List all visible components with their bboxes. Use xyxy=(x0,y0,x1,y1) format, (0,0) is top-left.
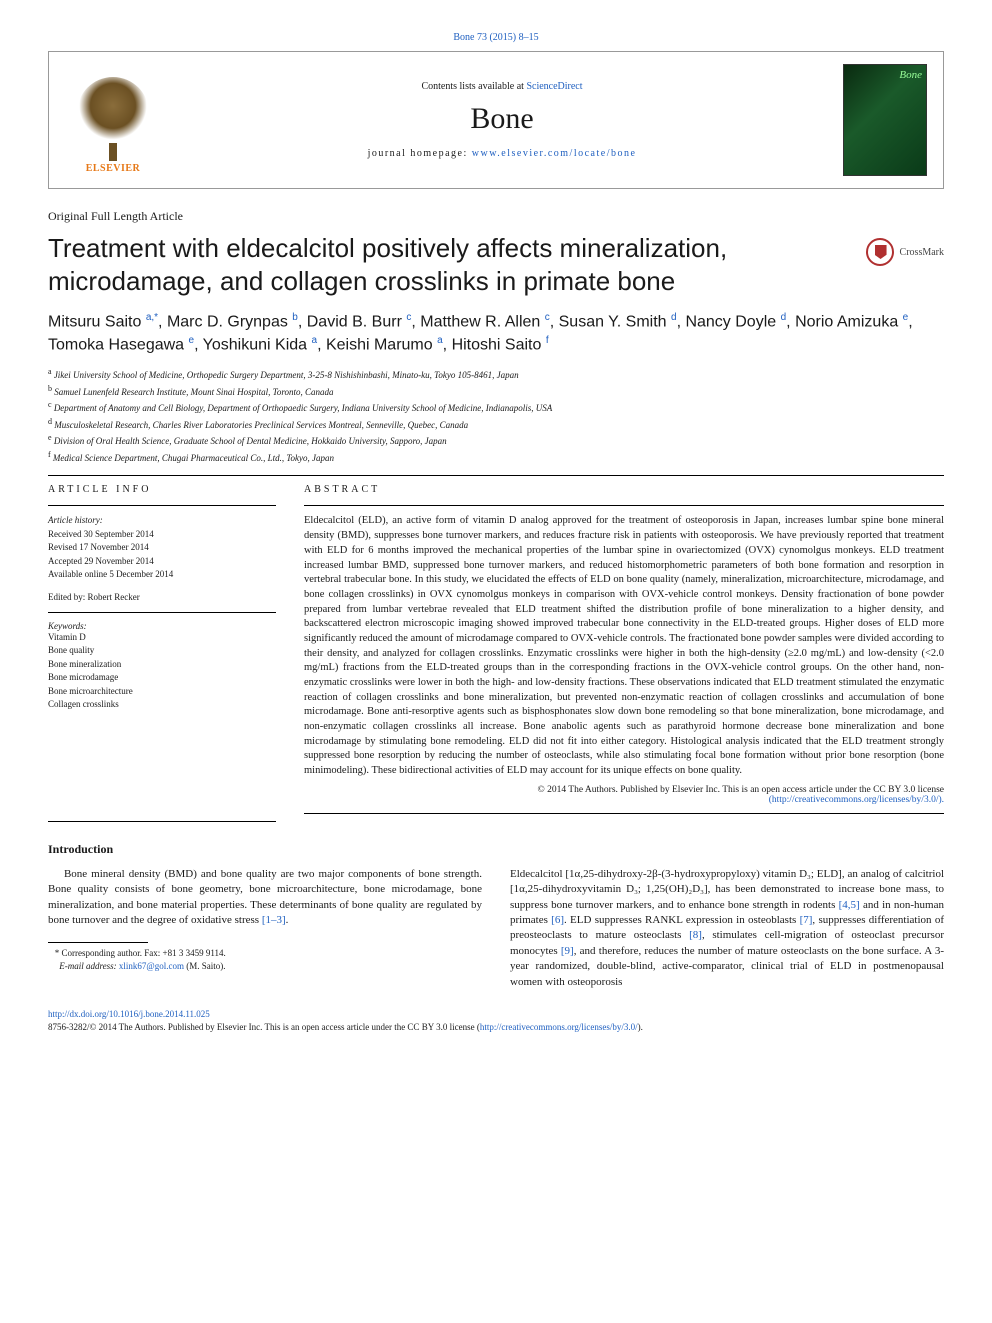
footer-license-link[interactable]: http://creativecommons.org/licenses/by/3… xyxy=(480,1022,638,1032)
keyword-item: Bone quality xyxy=(48,644,276,658)
ref-6[interactable]: [6] xyxy=(551,914,564,926)
introduction-heading: Introduction xyxy=(48,842,944,857)
journal-citation: Bone 73 (2015) 8–15 xyxy=(48,32,944,43)
homepage-line: journal homepage: www.elsevier.com/locat… xyxy=(179,148,825,159)
edited-by: Edited by: Robert Recker xyxy=(48,592,276,602)
keyword-item: Bone microdamage xyxy=(48,671,276,685)
doi-link[interactable]: http://dx.doi.org/10.1016/j.bone.2014.11… xyxy=(48,1009,210,1019)
crossmark-icon xyxy=(866,238,894,266)
abs-bottom-rule xyxy=(304,813,944,814)
intro-para-2: Eldecalcitol [1α,25-dihydroxy-2β-(3-hydr… xyxy=(510,867,944,990)
header-center: Contents lists available at ScienceDirec… xyxy=(179,81,825,159)
article-type: Original Full Length Article xyxy=(48,209,944,224)
abstract-heading: ABSTRACT xyxy=(304,484,944,495)
issn-suffix: ). xyxy=(638,1022,643,1032)
kw-rule xyxy=(48,612,276,613)
footnote-separator xyxy=(48,942,148,943)
keyword-item: Bone mineralization xyxy=(48,658,276,672)
info-rule xyxy=(48,505,276,506)
journal-cover-thumbnail: Bone xyxy=(843,64,927,176)
corresponding-footnote: * Corresponding author. Fax: +81 3 3459 … xyxy=(48,947,482,972)
crossmark-label: CrossMark xyxy=(900,247,944,258)
affiliation-line: b Samuel Lunenfeld Research Institute, M… xyxy=(48,383,944,400)
journal-name-large: Bone xyxy=(179,102,825,136)
affiliation-line: e Division of Oral Health Science, Gradu… xyxy=(48,432,944,449)
intro-col1-suffix: . xyxy=(286,914,289,926)
history-label: Article history: xyxy=(48,514,276,528)
article-title: Treatment with eldecalcitol positively a… xyxy=(48,232,848,297)
body-col-left: Bone mineral density (BMD) and bone qual… xyxy=(48,867,482,990)
ref-4-5[interactable]: [4,5] xyxy=(839,899,860,911)
intro-col2-m2: . ELD suppresses RANKL expression in ost… xyxy=(564,914,800,926)
history-line: Available online 5 December 2014 xyxy=(48,568,276,582)
keywords-label: Keywords: xyxy=(48,621,276,631)
ref-8[interactable]: [8] xyxy=(689,929,702,941)
abs-rule xyxy=(304,505,944,506)
affiliations-list: a Jikei University School of Medicine, O… xyxy=(48,366,944,465)
abstract-text: Eldecalcitol (ELD), an active form of vi… xyxy=(304,514,944,778)
abstract-column: ABSTRACT Eldecalcitol (ELD), an active f… xyxy=(304,484,944,821)
crossmark-widget[interactable]: CrossMark xyxy=(866,232,944,266)
ref-7[interactable]: [7] xyxy=(800,914,813,926)
license-link[interactable]: (http://creativecommons.org/licenses/by/… xyxy=(769,795,944,805)
intro-para-1: Bone mineral density (BMD) and bone qual… xyxy=(48,867,482,929)
article-info-heading: ARTICLE INFO xyxy=(48,484,276,495)
journal-header-box: ELSEVIER Contents lists available at Sci… xyxy=(48,51,944,189)
history-line: Revised 17 November 2014 xyxy=(48,541,276,555)
footnote-star: * xyxy=(55,948,60,958)
ref-1-3[interactable]: [1–3] xyxy=(262,914,286,926)
intro-col2-end: , and therefore, reduces the number of m… xyxy=(510,945,944,988)
top-rule xyxy=(48,475,944,476)
journal-homepage-link[interactable]: www.elsevier.com/locate/bone xyxy=(472,148,637,159)
keywords-list: Vitamin DBone qualityBone mineralization… xyxy=(48,631,276,712)
keyword-item: Bone microarchitecture xyxy=(48,685,276,699)
affiliation-line: d Musculoskeletal Research, Charles Rive… xyxy=(48,416,944,433)
body-columns: Bone mineral density (BMD) and bone qual… xyxy=(48,867,944,990)
history-line: Received 30 September 2014 xyxy=(48,528,276,542)
corresponding-email-link[interactable]: xlink67@gol.com xyxy=(119,961,184,971)
abstract-copyright: © 2014 The Authors. Published by Elsevie… xyxy=(304,785,944,805)
homepage-prefix: journal homepage: xyxy=(368,148,472,159)
article-info-column: ARTICLE INFO Article history: Received 3… xyxy=(48,484,276,821)
copyright-line: © 2014 The Authors. Published by Elsevie… xyxy=(538,785,945,795)
body-col-right: Eldecalcitol [1α,25-dihydroxy-2β-(3-hydr… xyxy=(510,867,944,990)
issn-copyright-line: 8756-3282/© 2014 The Authors. Published … xyxy=(48,1022,480,1032)
contents-line: Contents lists available at ScienceDirec… xyxy=(179,81,825,92)
elsevier-tree-icon xyxy=(77,77,149,149)
sciencedirect-link[interactable]: ScienceDirect xyxy=(526,81,582,92)
keyword-item: Collagen crosslinks xyxy=(48,698,276,712)
affiliation-line: f Medical Science Department, Chugai Pha… xyxy=(48,449,944,466)
email-suffix: (M. Saito). xyxy=(186,961,225,971)
history-lines: Received 30 September 2014Revised 17 Nov… xyxy=(48,528,276,582)
publisher-logo: ELSEVIER xyxy=(65,66,161,174)
affiliation-line: c Department of Anatomy and Cell Biology… xyxy=(48,399,944,416)
cover-label: Bone xyxy=(899,69,922,81)
history-line: Accepted 29 November 2014 xyxy=(48,555,276,569)
authors-list: Mitsuru Saito a,*, Marc D. Grynpas b, Da… xyxy=(48,311,944,356)
contents-prefix: Contents lists available at xyxy=(421,81,526,92)
email-label: E-mail address: xyxy=(59,961,116,971)
footer-block: http://dx.doi.org/10.1016/j.bone.2014.11… xyxy=(48,1008,944,1033)
ref-9[interactable]: [9] xyxy=(561,945,574,957)
keyword-item: Vitamin D xyxy=(48,631,276,645)
footnote-line: Corresponding author. Fax: +81 3 3459 91… xyxy=(62,948,226,958)
affiliation-line: a Jikei University School of Medicine, O… xyxy=(48,366,944,383)
publisher-logo-text: ELSEVIER xyxy=(86,163,141,174)
